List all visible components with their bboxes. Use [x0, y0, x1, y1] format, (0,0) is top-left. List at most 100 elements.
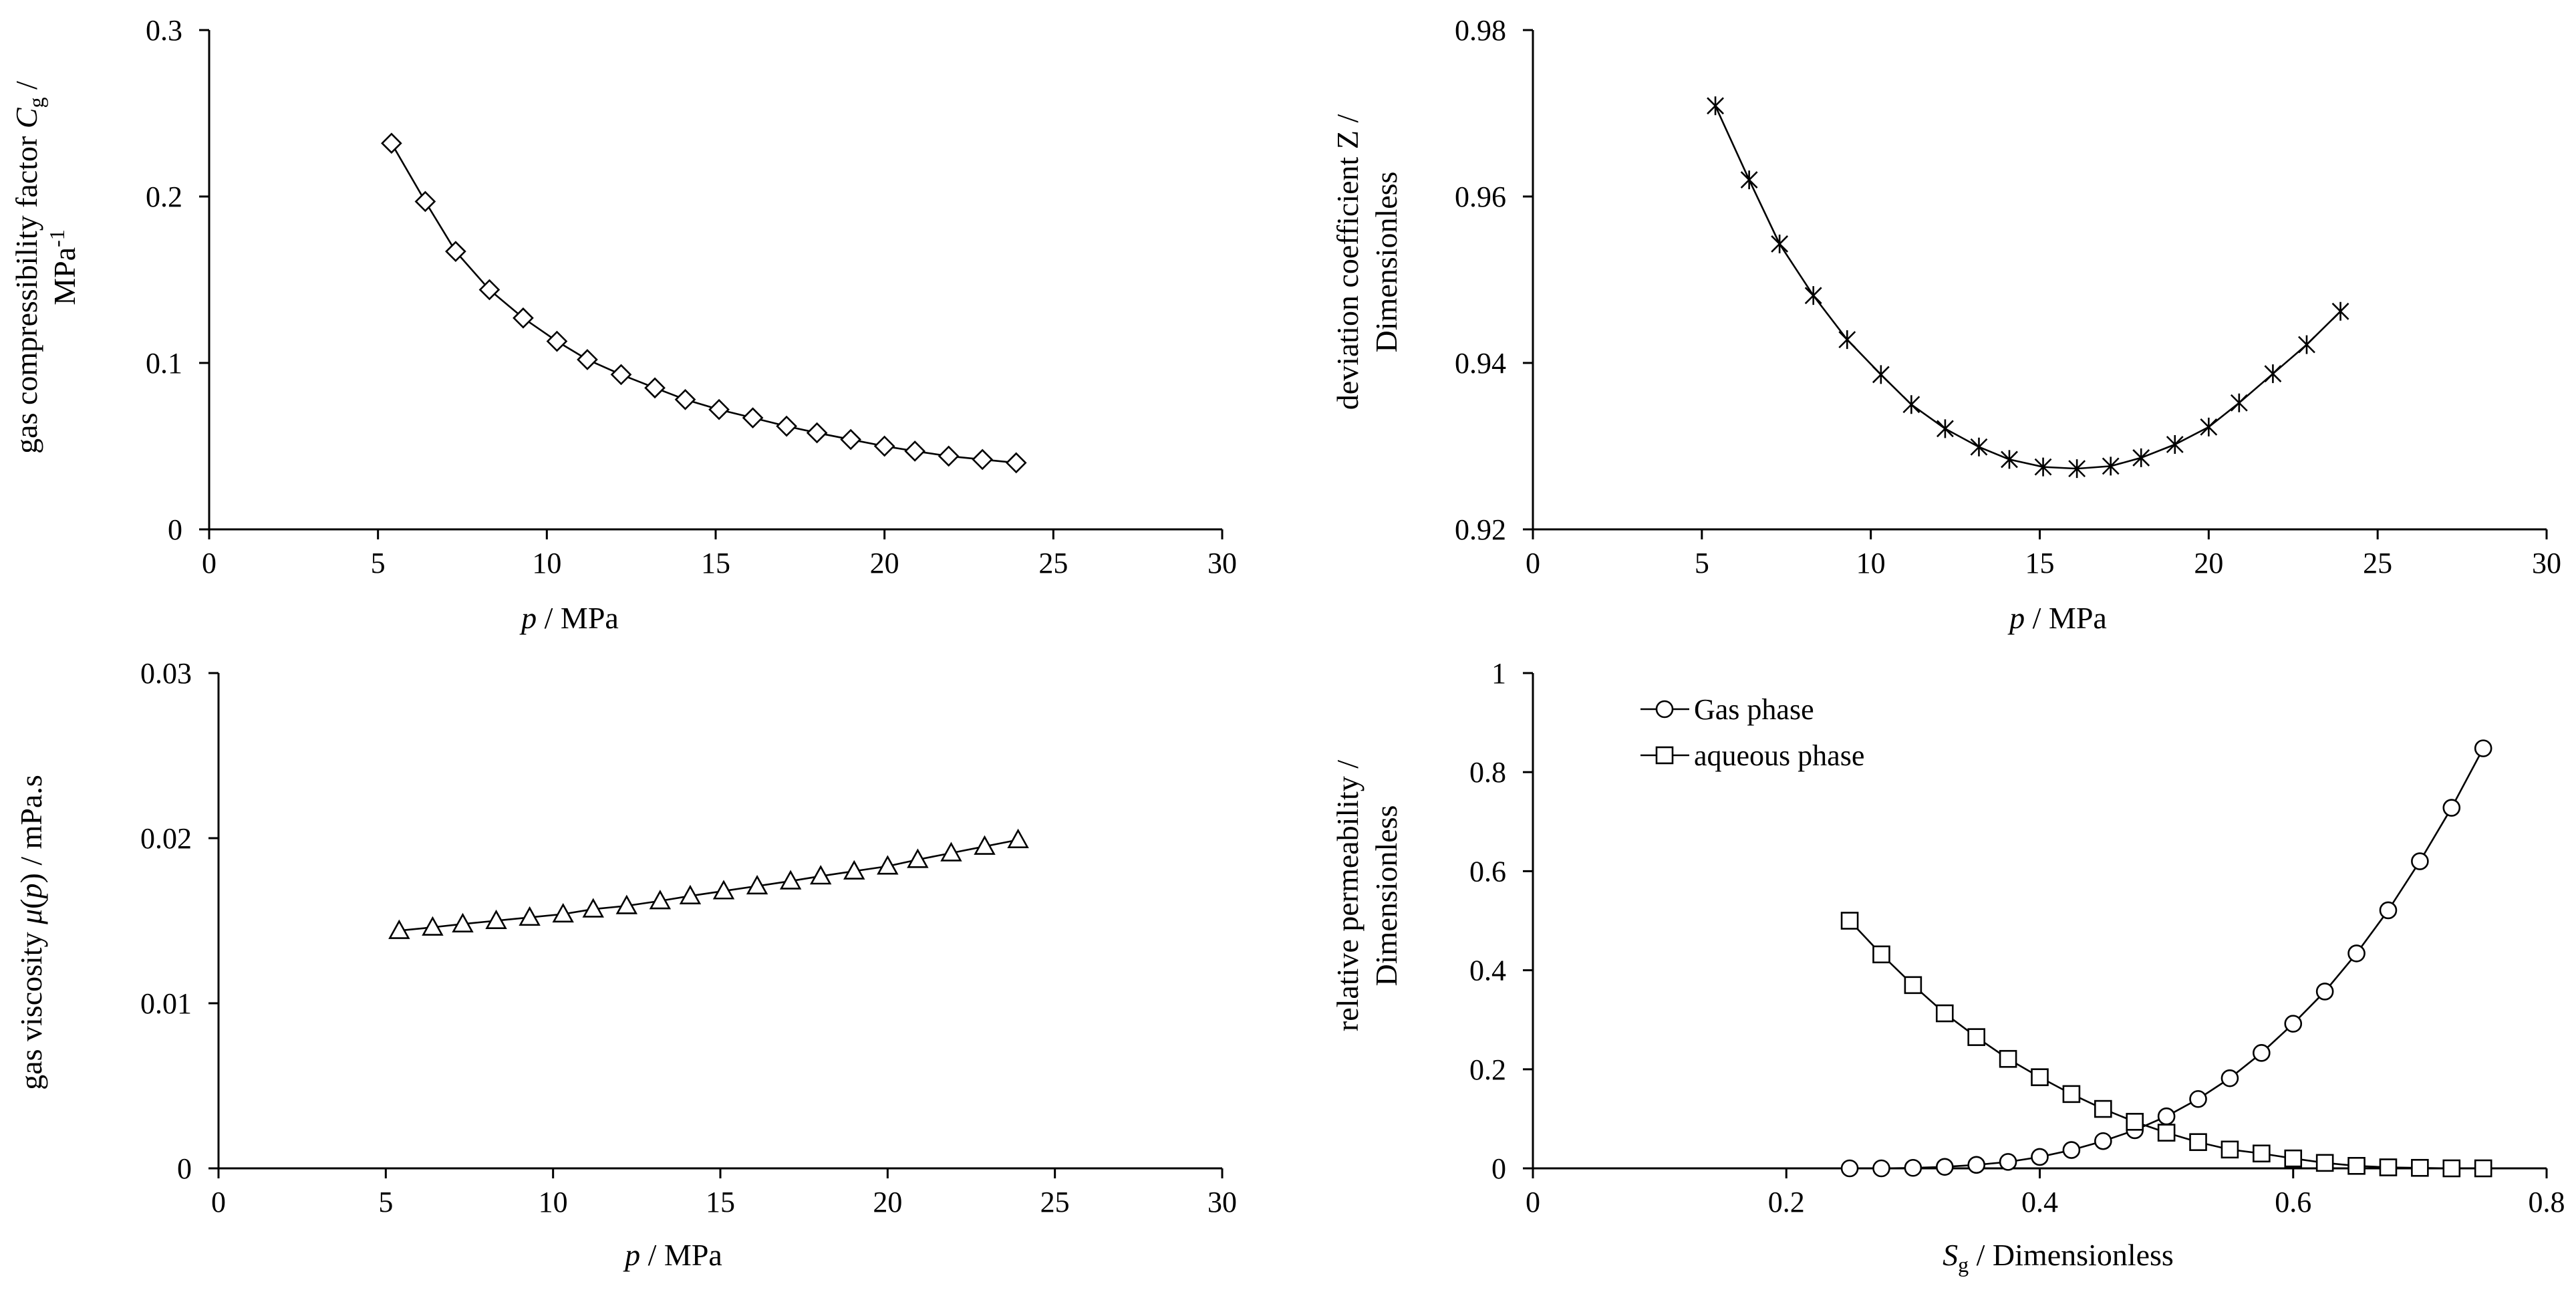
compressibility-data-point	[873, 435, 895, 457]
viscosity-data-point	[519, 906, 541, 926]
permeability-data-point	[2411, 852, 2429, 870]
deviation-data-point	[2034, 457, 2052, 477]
compressibility-x-tick-label: 20	[870, 547, 899, 579]
compressibility-data-point	[776, 415, 797, 437]
permeability-data-point	[2315, 1154, 2334, 1172]
permeability-data-point	[2442, 799, 2461, 817]
deviation-data-point	[2200, 417, 2218, 436]
compressibility-data-point	[644, 377, 666, 399]
permeability-series-line-0	[1850, 748, 2484, 1170]
viscosity-x-tick-label: 15	[706, 1186, 735, 1218]
compressibility-series-line-0	[390, 142, 1016, 464]
viscosity-data-point	[746, 874, 768, 895]
deviation-data-point	[1771, 234, 1789, 253]
permeability-data-point	[1999, 1153, 2017, 1171]
deviation-data-point	[2331, 301, 2349, 321]
deviation-y-tick-label: 0.94	[1455, 347, 1506, 380]
viscosity-y-tick-label: 0.03	[140, 657, 192, 690]
compressibility-data-point	[840, 428, 861, 450]
viscosity-data-point	[485, 909, 507, 929]
permeability-data-point	[2253, 1044, 2271, 1062]
viscosity-axes	[217, 673, 1222, 1170]
permeability-xlabel: Sg / Dimensionless	[1943, 1238, 2174, 1277]
viscosity-data-point	[940, 842, 962, 862]
viscosity-series-line-0	[399, 839, 1018, 932]
permeability-x-tick-label: 0	[1526, 1186, 1540, 1218]
legend-aqueous-label: aqueous phase	[1694, 739, 1864, 772]
viscosity-data-point	[712, 880, 735, 900]
permeability-data-point	[1872, 945, 1890, 964]
compressibility-x-tick-label: 15	[701, 547, 730, 579]
compressibility-data-point	[708, 398, 730, 420]
deviation-data-point	[1902, 395, 1920, 414]
viscosity-chart: 0 5 10 15 20 25 30 0 0.01 0.02 0.03 p / MPa gas vi…	[14, 657, 1237, 1272]
viscosity-x-tick-label: 30	[1207, 1186, 1237, 1218]
viscosity-x-tick-label: 20	[873, 1186, 902, 1218]
viscosity-data-point	[452, 912, 474, 932]
compressibility-x-tick-label: 30	[1207, 547, 1237, 579]
deviation-data-point	[2132, 448, 2150, 467]
compressibility-data-point	[674, 388, 696, 410]
viscosity-y-tick-label: 0.01	[140, 987, 192, 1020]
permeability-data-point	[1935, 1004, 1954, 1023]
deviation-data-point	[1936, 419, 1954, 438]
permeability-data-point	[1935, 1158, 1954, 1176]
compressibility-chart: 0 5 10 15 20 25 30 0 0.1 0.2 0.3 p / MPa gas compr…	[9, 14, 1237, 635]
deviation-data-point	[1970, 437, 1988, 457]
permeability-data-point	[2189, 1133, 2207, 1152]
viscosity-x-tick-label: 25	[1040, 1186, 1070, 1218]
compressibility-data-point	[478, 279, 500, 301]
deviation-ylabel-line1: deviation coefficient Z /	[1330, 114, 1365, 410]
deviation-data-point	[2298, 335, 2315, 354]
permeability-x-tick-label: 0.4	[2021, 1186, 2058, 1218]
permeability-data-point	[2347, 944, 2366, 962]
deviation-data-point	[2264, 364, 2282, 384]
deviation-y-tick-label: 0.96	[1455, 180, 1506, 213]
compressibility-data-point	[513, 307, 534, 329]
permeability-x-tick-label: 0.2	[1768, 1186, 1805, 1218]
viscosity-data-point	[877, 855, 899, 875]
permeability-data-point	[2221, 1140, 2239, 1159]
deviation-x-tick-label: 20	[2194, 547, 2223, 579]
permeability-data-point	[2315, 983, 2334, 1001]
viscosity-data-point	[779, 870, 802, 890]
compressibility-data-point	[806, 422, 828, 444]
deviation-xlabel: p / MPa	[2007, 601, 2107, 635]
compressibility-data-point	[381, 132, 402, 154]
viscosity-series	[388, 828, 1029, 939]
permeability-data-point	[2094, 1100, 2112, 1118]
viscosity-data-point	[582, 898, 604, 918]
deviation-data-point	[2230, 393, 2248, 412]
permeability-data-point	[2411, 1158, 2429, 1177]
deviation-chart: 0 5 10 15 20 25 30 0.92 0.94 0.96 0.98 p / MPa dev…	[1330, 14, 2561, 635]
permeability-data-point	[1840, 912, 1859, 930]
compressibility-series	[381, 132, 1027, 474]
viscosity-data-point	[422, 916, 444, 936]
compressibility-xlabel: p / MPa	[519, 601, 619, 635]
compressibility-y-tick-label: 0.2	[146, 180, 182, 213]
compressibility-y-tick-label: 0	[168, 513, 182, 546]
deviation-data-point	[2001, 450, 2018, 469]
permeability-data-point	[2189, 1089, 2207, 1108]
viscosity-data-point	[974, 835, 996, 855]
deviation-ticks: 0 5 10 15 20 25 30 0.92 0.94 0.96 0.98	[1455, 14, 2561, 579]
deviation-y-tick-label: 0.98	[1455, 14, 1506, 47]
permeability-chart: 0 0.2 0.4 0.6 0.8 0 0.2 0.4 0.6 0.8 1 Sg / Dimensi…	[1330, 657, 2565, 1277]
viscosity-y-tick-label: 0	[177, 1152, 192, 1185]
legend-gas-label: Gas phase	[1694, 693, 1814, 726]
permeability-x-tick-label: 0.8	[2529, 1186, 2565, 1218]
viscosity-data-point	[388, 919, 410, 939]
legend: Gas phase aqueous phase	[1640, 693, 1864, 772]
compressibility-x-tick-label: 5	[371, 547, 386, 579]
deviation-data-point	[2166, 435, 2184, 455]
permeability-data-point	[1967, 1156, 1985, 1174]
permeability-data-point	[1967, 1028, 1985, 1046]
permeability-axes	[1532, 673, 2547, 1170]
viscosity-data-point	[552, 902, 574, 923]
deviation-data-point	[1838, 330, 1856, 350]
compressibility-data-point	[577, 349, 598, 370]
compressibility-data-point	[1005, 452, 1027, 474]
compressibility-data-point	[938, 445, 960, 467]
deviation-series-line-0	[1714, 105, 2341, 470]
permeability-y-tick-label: 0.4	[1469, 954, 1506, 987]
